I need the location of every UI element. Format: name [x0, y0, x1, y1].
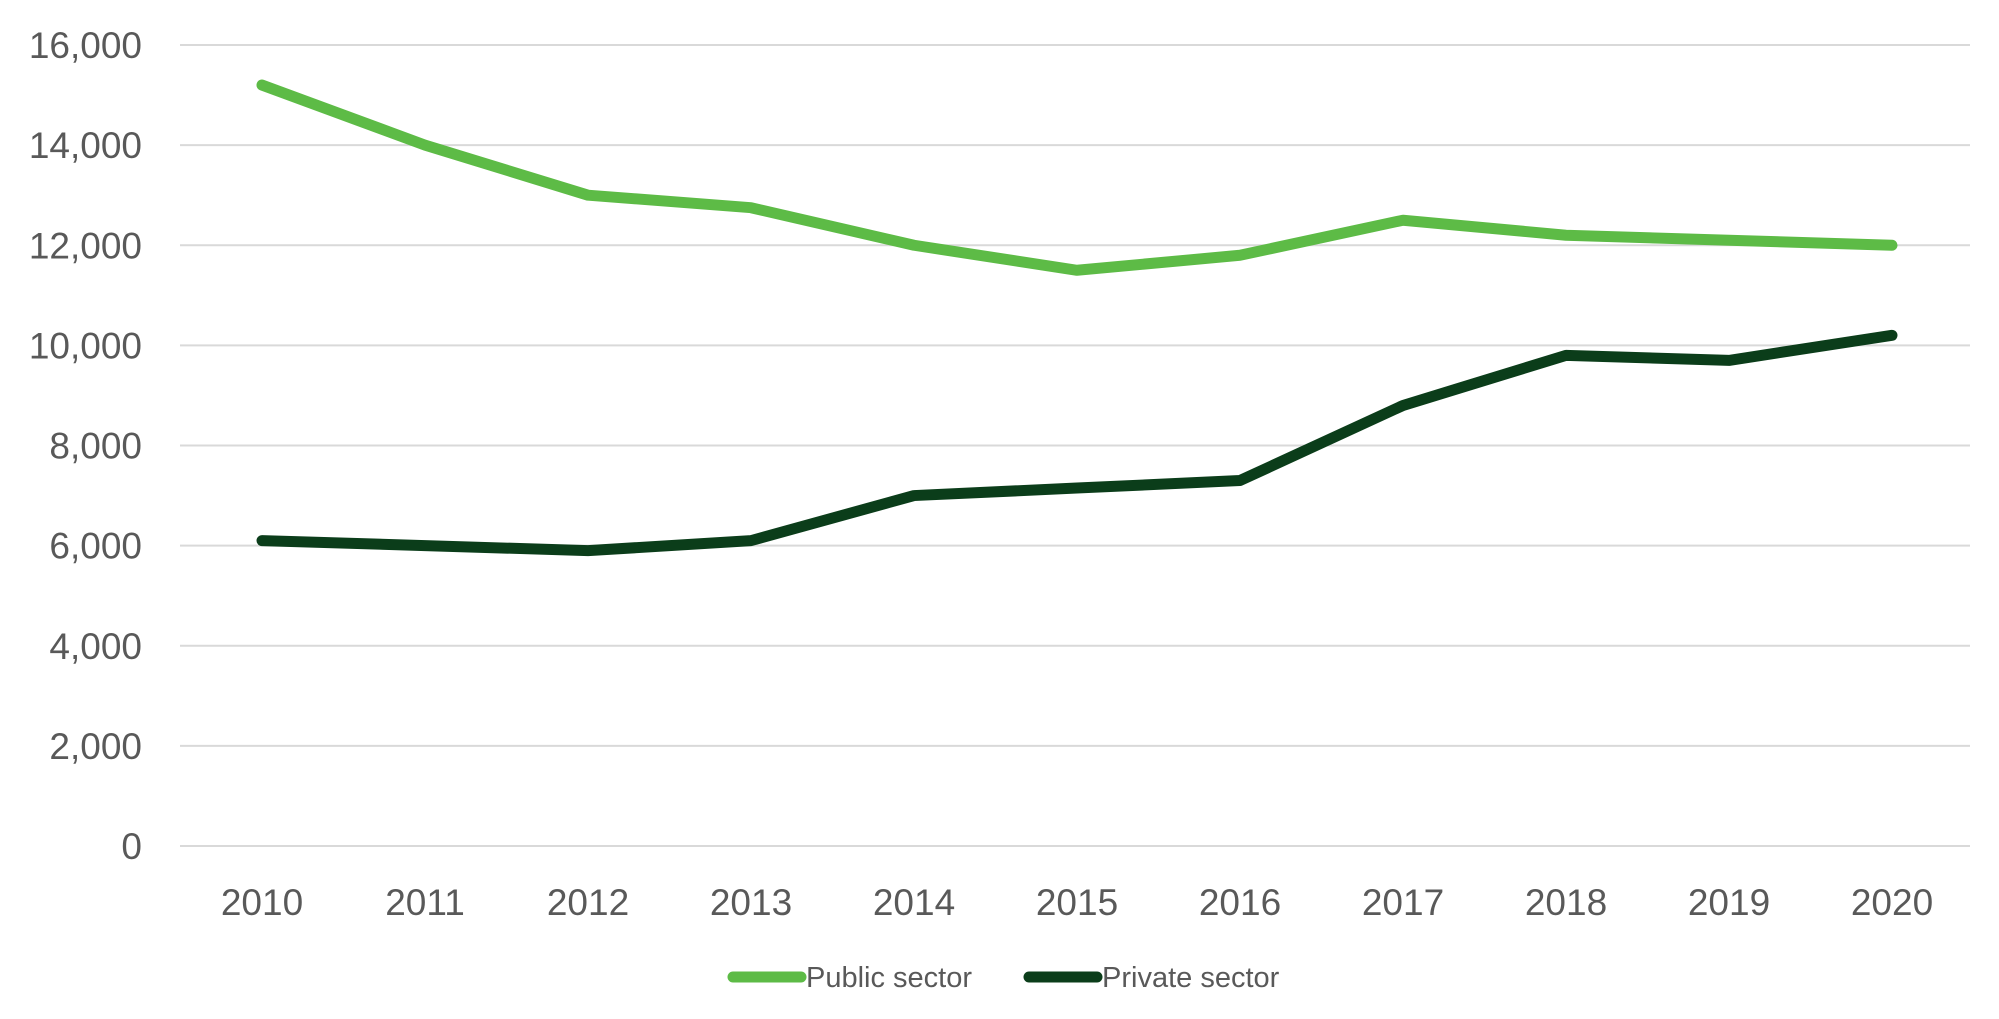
x-axis-tick-labels: 2010 2011 2012 2013 2014 2015 2016 2017 2018 2019… — [221, 882, 1933, 923]
series-lines — [256, 79, 1898, 557]
gridlines — [180, 44, 1970, 847]
x-tick-label: 2018 — [1525, 882, 1607, 923]
y-tick-label: 10,000 — [29, 325, 142, 366]
x-tick-label: 2014 — [873, 882, 955, 923]
x-tick-label: 2016 — [1199, 882, 1281, 923]
y-tick-label: 8,000 — [49, 426, 142, 467]
y-tick-label: 4,000 — [49, 626, 142, 667]
legend-label-public-sector: Public sector — [806, 962, 972, 994]
x-tick-label: 2015 — [1036, 882, 1118, 923]
y-tick-label: 0 — [121, 826, 142, 867]
series-line-public-sector — [256, 79, 1898, 276]
x-tick-label: 2020 — [1851, 882, 1933, 923]
legend: Public sector Private sector — [727, 962, 1280, 994]
x-tick-label: 2019 — [1688, 882, 1770, 923]
legend-label-private-sector: Private sector — [1102, 962, 1280, 994]
y-axis-tick-labels: 0 2,000 4,000 6,000 8,000 10,000 12,000 14,000 1… — [29, 25, 142, 867]
y-tick-label: 16,000 — [29, 25, 142, 66]
y-tick-label: 2,000 — [49, 726, 142, 767]
x-tick-label: 2010 — [221, 882, 303, 923]
x-tick-label: 2017 — [1362, 882, 1444, 923]
x-tick-label: 2011 — [385, 882, 465, 923]
x-tick-label: 2012 — [547, 882, 629, 923]
y-tick-label: 12,000 — [29, 225, 142, 266]
series-line-private-sector — [256, 329, 1898, 557]
y-tick-label: 14,000 — [29, 125, 142, 166]
x-tick-label: 2013 — [710, 882, 792, 923]
y-tick-label: 6,000 — [49, 526, 142, 567]
